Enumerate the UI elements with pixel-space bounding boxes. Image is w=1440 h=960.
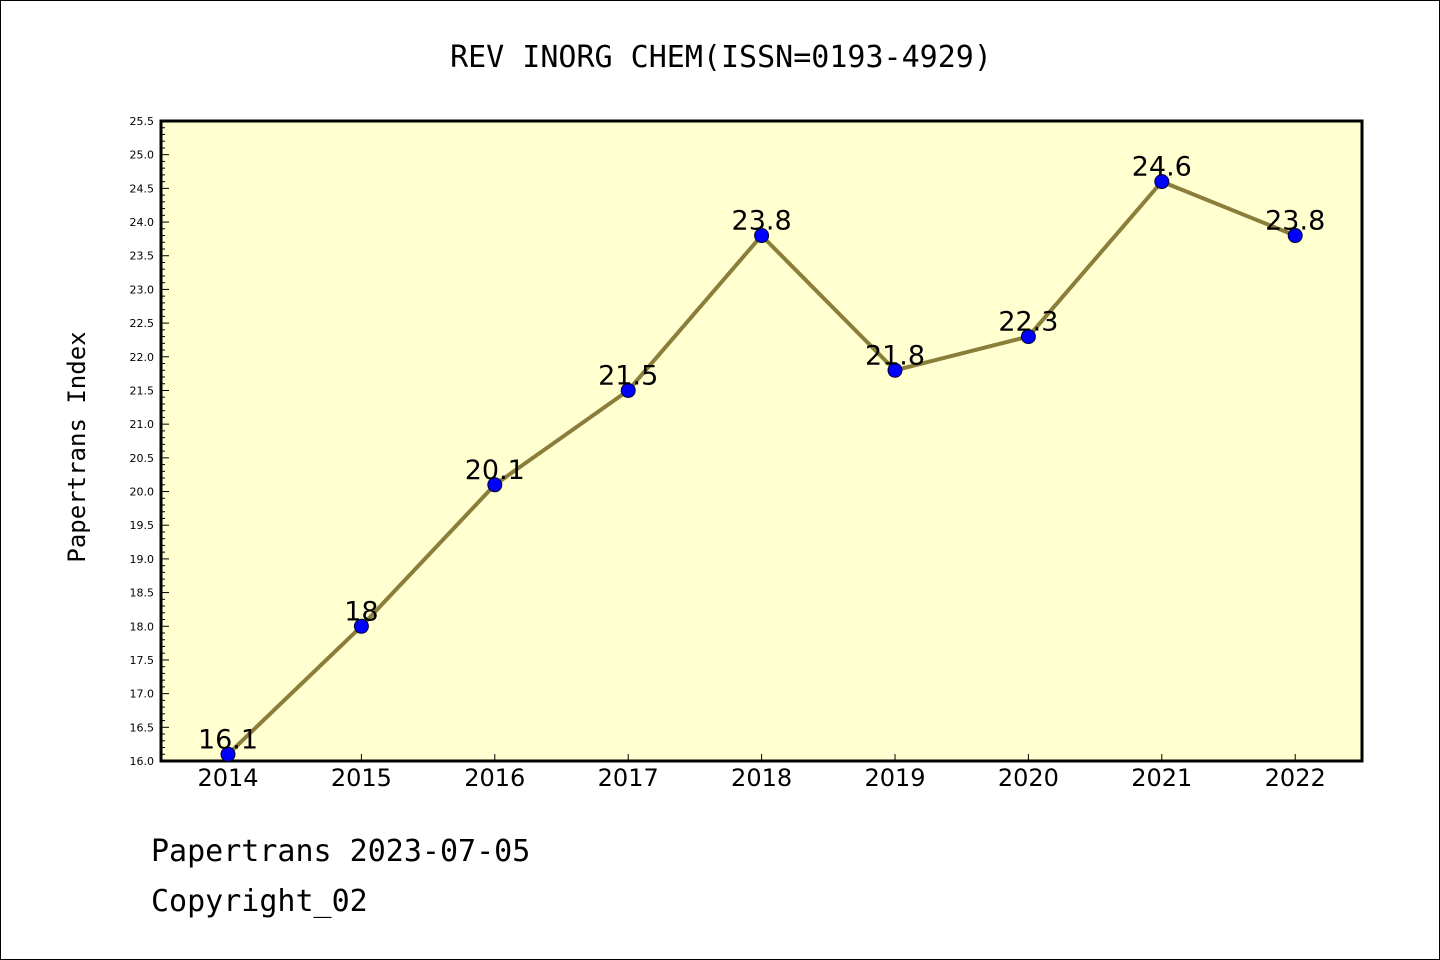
y-tick-label: 18.5	[130, 587, 155, 600]
y-tick-label: 16.0	[130, 755, 155, 768]
data-point	[1154, 174, 1170, 190]
data-label: 23.8	[1265, 206, 1325, 237]
x-tick-label: 2020	[998, 764, 1059, 792]
data-label: 23.8	[732, 206, 792, 237]
chart-title: REV INORG CHEM(ISSN=0193-4929)	[450, 40, 992, 75]
x-tick-label: 2016	[464, 764, 525, 792]
data-label: 21.8	[865, 340, 925, 371]
y-tick-label: 17.5	[130, 654, 155, 667]
y-tick-label: 23.0	[130, 283, 155, 296]
series-group	[220, 174, 1303, 762]
x-axis: 2014 2015 2016 2017 2018 2019 2020 2021 2022	[197, 754, 1326, 792]
y-tick-label: 20.0	[130, 486, 155, 499]
x-tick-label: 2017	[598, 764, 659, 792]
footer-copyright: Copyright_02	[151, 884, 368, 919]
data-label: 21.5	[598, 360, 658, 391]
data-point	[1020, 329, 1036, 345]
x-tick-label: 2014	[197, 764, 258, 792]
data-label: 16.1	[198, 724, 258, 755]
data-label: 18	[344, 596, 378, 627]
data-point	[487, 477, 503, 493]
data-label: 20.1	[465, 455, 525, 486]
x-tick-label: 2015	[331, 764, 392, 792]
y-tick-label: 25.0	[130, 149, 155, 162]
y-axis-label: Papertrans Index	[63, 331, 91, 562]
data-point	[220, 746, 236, 762]
x-tick-label: 2022	[1265, 764, 1326, 792]
data-point	[887, 362, 903, 378]
data-point	[620, 382, 636, 398]
y-tick-label: 25.5	[130, 115, 155, 128]
y-tick-label: 24.0	[130, 216, 155, 229]
y-tick-label: 17.0	[130, 688, 155, 701]
x-tick-label: 2018	[731, 764, 792, 792]
x-tick-label: 2019	[864, 764, 925, 792]
data-label: 24.6	[1132, 152, 1192, 183]
y-tick-label: 22.5	[130, 317, 155, 330]
y-tick-label: 19.0	[130, 553, 155, 566]
data-point	[754, 228, 770, 244]
plot-area	[159, 119, 1364, 763]
y-tick-label: 24.5	[130, 182, 155, 195]
data-labels: 16.1 18 20.1 21.5 23.8 21.8 22.3 24.6 23.8	[198, 152, 1325, 756]
y-tick-label: 23.5	[130, 250, 155, 263]
y-tick-label: 19.5	[130, 519, 155, 532]
data-point	[1287, 228, 1303, 244]
y-tick-label: 22.0	[130, 351, 155, 364]
footer-date: Papertrans 2023-07-05	[151, 834, 531, 869]
y-tick-label: 20.5	[130, 452, 155, 465]
x-tick-label: 2021	[1131, 764, 1192, 792]
y-tick-label: 18.0	[130, 620, 155, 633]
y-tick-label: 21.0	[130, 418, 155, 431]
data-label: 22.3	[998, 307, 1058, 338]
y-axis: 16.0 16.5 17.0 17.5 18.0 18.5 19.0 19.5 20.0 20.5…	[130, 115, 169, 768]
y-tick-label: 21.5	[130, 384, 155, 397]
data-point	[353, 618, 369, 634]
y-tick-label: 16.5	[130, 721, 155, 734]
